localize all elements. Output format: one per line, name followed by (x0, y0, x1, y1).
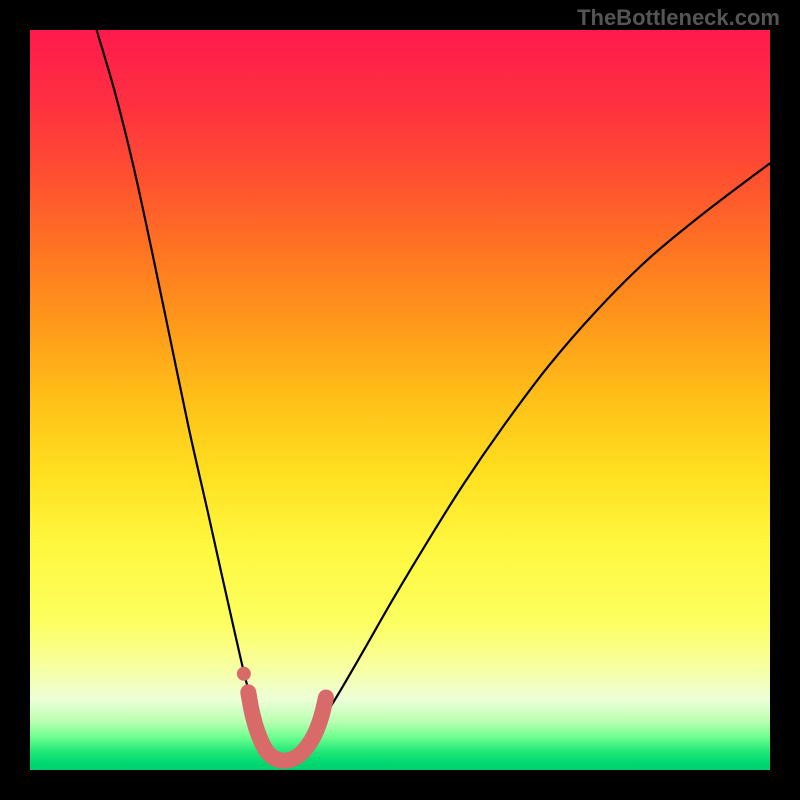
plot-area (30, 30, 770, 770)
bottom-marker-dot (237, 667, 251, 681)
curve-overlay (30, 30, 770, 770)
bottom-marker-u (248, 692, 326, 760)
curve-right-branch (282, 163, 770, 765)
curve-left-branch (97, 30, 282, 765)
watermark-text: TheBottleneck.com (577, 5, 780, 31)
